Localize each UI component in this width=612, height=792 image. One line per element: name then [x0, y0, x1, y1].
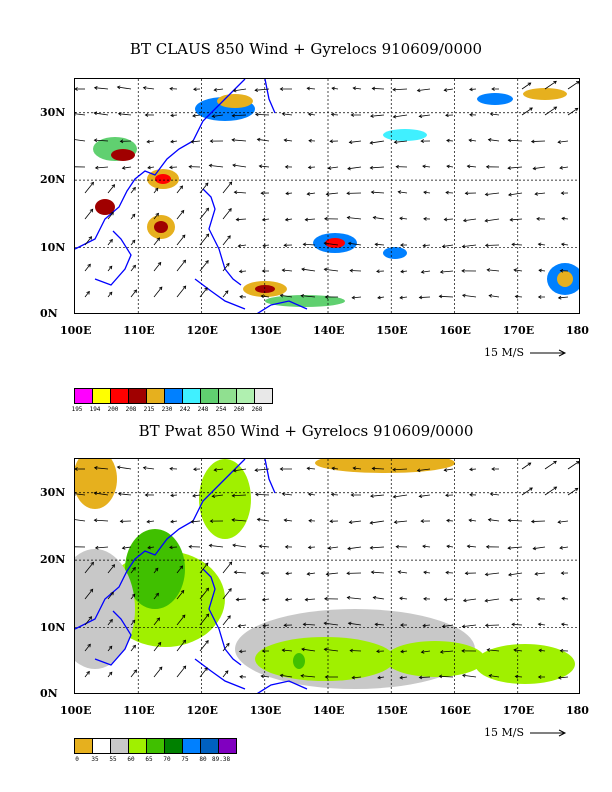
lat-label: 30N	[40, 105, 66, 119]
legend-swatch	[146, 738, 165, 754]
lon-label: 130E	[249, 704, 282, 717]
legend-tick-label: 200	[107, 406, 119, 413]
lat-label: 20N	[40, 173, 66, 187]
legend-swatch	[182, 738, 201, 754]
lat-label: 0N	[40, 687, 58, 700]
panel1-reference-vector: 15 M/S	[484, 346, 568, 359]
legend-swatch	[236, 388, 255, 404]
panel1-legend	[74, 388, 273, 404]
legend-tick-label: 208	[125, 406, 137, 413]
lon-label: 170E	[502, 324, 535, 337]
legend-tick-label: 89.38	[212, 756, 231, 763]
legend-tick-label: 0	[75, 756, 79, 763]
legend-tick-label: 230	[161, 406, 173, 413]
legend-swatch	[146, 388, 165, 404]
panel1-title: BT CLAUS 850 Wind + Gyrelocs 910609/0000	[129, 40, 483, 58]
lon-label: 160E	[439, 704, 471, 717]
legend-swatch	[128, 388, 147, 404]
lon-label: 180	[566, 324, 589, 337]
lon-label: 180	[566, 704, 589, 717]
legend-swatch	[74, 738, 93, 754]
panel2-legend	[74, 738, 237, 754]
legend-swatch	[74, 388, 93, 404]
panel2-map	[74, 458, 580, 694]
panel1-map	[74, 78, 580, 314]
legend-swatch	[200, 738, 219, 754]
legend-tick-label: 80	[199, 756, 207, 763]
lon-label: 110E	[123, 704, 155, 717]
legend-swatch	[128, 738, 147, 754]
legend-swatch	[110, 738, 129, 754]
lon-label: 120E	[186, 704, 218, 717]
lon-label: 120E	[186, 324, 218, 337]
lon-label: 150E	[376, 324, 408, 337]
legend-tick-label: 55	[109, 756, 117, 763]
legend-tick-label: 60	[127, 756, 135, 763]
panel1-field	[75, 79, 579, 313]
legend-swatch	[218, 738, 237, 754]
lat-label: 20N	[40, 553, 66, 567]
lon-label: 130E	[249, 324, 282, 337]
legend-tick-label: 75	[181, 756, 189, 763]
panel1-legend-ticks: 195 194 200 208 215 230 242 248 254 260 268	[68, 406, 266, 413]
lon-label: 170E	[502, 704, 535, 717]
legend-tick-label: 70	[163, 756, 171, 763]
legend-swatch	[92, 388, 111, 404]
lat-label: 10N	[40, 240, 66, 254]
lat-label: 30N	[40, 485, 66, 499]
lat-label: 10N	[40, 620, 66, 634]
legend-swatch	[164, 738, 183, 754]
legend-swatch	[110, 388, 129, 404]
legend-swatch	[200, 388, 219, 404]
lon-label: 160E	[439, 324, 471, 337]
lon-label: 150E	[376, 704, 408, 717]
legend-tick-label: 194	[89, 406, 101, 413]
lat-label: 0N	[40, 307, 58, 320]
panel2-field	[75, 459, 579, 693]
legend-tick-label: 195	[71, 406, 83, 413]
legend-swatch	[254, 388, 273, 404]
legend-tick-label: 254	[215, 406, 227, 413]
legend-tick-label: 242	[179, 406, 191, 413]
panel2-reference-vector: 15 M/S	[484, 726, 568, 739]
legend-swatch	[92, 738, 111, 754]
legend-swatch	[182, 388, 201, 404]
lon-label: 140E	[313, 704, 345, 717]
lon-label: 110E	[123, 324, 155, 337]
legend-tick-label: 215	[143, 406, 155, 413]
legend-swatch	[218, 388, 237, 404]
panel2-title: BT Pwat 850 Wind + Gyrelocs 910609/0000	[138, 422, 474, 440]
lon-label: 100E	[60, 324, 92, 337]
legend-swatch	[164, 388, 183, 404]
legend-tick-label: 35	[91, 756, 99, 763]
legend-tick-label: 248	[197, 406, 209, 413]
panel2-legend-ticks: 0 35 55 60 65 70 75 80 89.38	[68, 756, 230, 763]
lon-label: 100E	[60, 704, 92, 717]
lon-label: 140E	[313, 324, 345, 337]
legend-tick-label: 260	[233, 406, 245, 413]
legend-tick-label: 65	[145, 756, 153, 763]
legend-tick-label: 268	[251, 406, 263, 413]
